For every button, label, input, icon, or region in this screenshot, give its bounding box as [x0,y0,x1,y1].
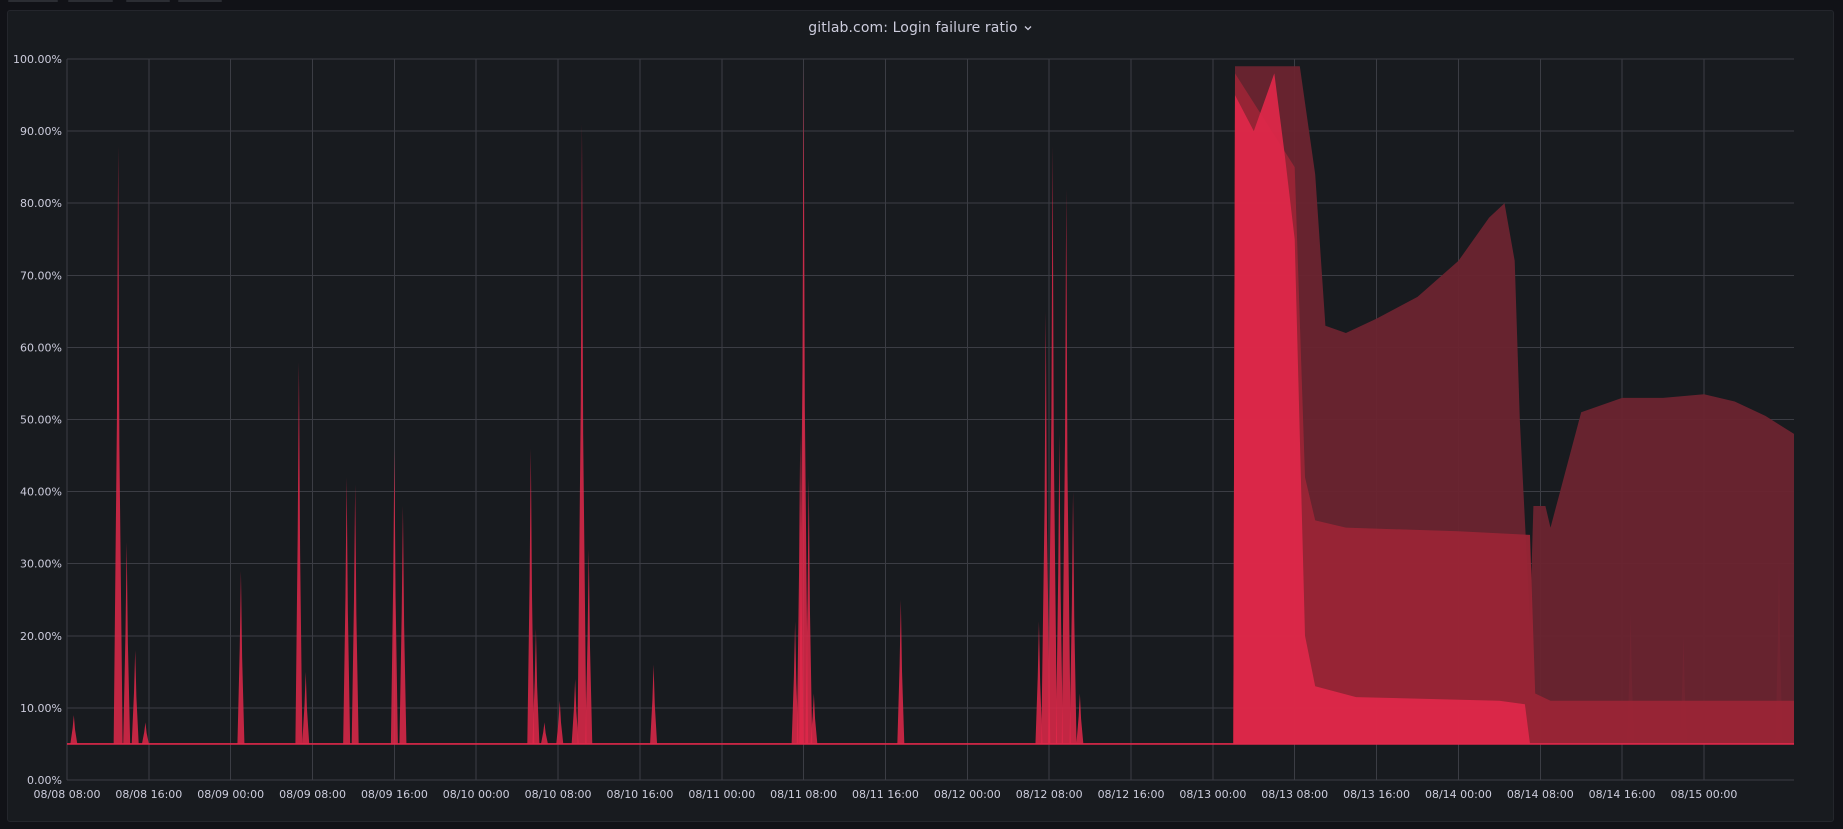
x-tick-label: 08/11 16:00 [852,788,919,801]
x-tick-label: 08/13 00:00 [1179,788,1246,801]
x-tick-label: 08/12 08:00 [1016,788,1083,801]
spike-mark [799,66,809,744]
x-tick-label: 08/09 16:00 [361,788,428,801]
y-tick-label: 50.00% [20,414,62,427]
spike-mark [571,679,579,744]
x-tick-label: 08/15 00:00 [1671,788,1738,801]
x-tick-label: 08/09 00:00 [197,788,264,801]
spike-mark [131,650,139,744]
spike-mark [1069,491,1077,744]
spike-mark [1061,188,1071,744]
x-tick-label: 08/14 16:00 [1589,788,1656,801]
spike-mark [650,664,658,744]
spike-mark [141,722,149,744]
spike-mark [113,145,123,744]
spike-mark [897,599,905,744]
panel-title: gitlab.com: Login failure ratio [808,20,1018,36]
area-series-mark [1233,73,1794,744]
x-tick-label: 08/14 00:00 [1425,788,1492,801]
x-tick-label: 08/11 08:00 [770,788,837,801]
dashboard-top-strip [0,0,1843,6]
x-tick-label: 08/08 08:00 [34,788,101,801]
chevron-down-icon [1024,26,1032,31]
area-series-mark [1233,73,1794,744]
spike-mark [343,477,351,744]
x-tick-label: 08/08 16:00 [115,788,182,801]
top-strip-chip [126,0,170,2]
x-tick-label: 08/13 16:00 [1343,788,1410,801]
y-tick-label: 30.00% [20,558,62,571]
x-tick-label: 08/09 08:00 [279,788,346,801]
panel-title-menu[interactable]: gitlab.com: Login failure ratio [808,20,1032,36]
spike-mark [302,671,310,744]
x-tick-label: 08/14 08:00 [1507,788,1574,801]
spike-mark [585,549,593,744]
x-tick-label: 08/12 00:00 [934,788,1001,801]
spike-mark [1076,693,1084,744]
spike-mark [577,123,587,744]
spike-mark [527,448,535,744]
y-axis: 0.00% 10.00% 20.00% 30.00% 40.00% 50.00% 60.00… [13,53,62,787]
spike-mark [399,506,407,744]
spike-mark [805,477,813,744]
spike-mark [390,448,398,744]
y-tick-label: 90.00% [20,125,62,138]
spike-mark [295,361,303,744]
spike-mark [540,722,548,744]
y-tick-label: 0.00% [27,774,62,787]
top-strip-chip [8,0,58,2]
x-tick-label: 08/12 16:00 [1098,788,1165,801]
spike-mark [791,621,799,744]
spike-mark [532,628,540,744]
spike-mark [1035,621,1043,744]
y-tick-label: 70.00% [20,269,62,282]
top-strip-chip [178,0,222,2]
spike-mark [1041,311,1051,744]
x-tick-label: 08/10 08:00 [525,788,592,801]
x-axis: 08/08 08:00 08/08 16:00 08/09 00:00 08/09 0… [34,788,1738,801]
y-tick-label: 100.00% [13,53,62,66]
x-tick-label: 08/13 08:00 [1261,788,1328,801]
panel-header: gitlab.com: Login failure ratio [8,11,1833,45]
spike-mark [810,693,818,744]
spike-mark [351,484,359,744]
spike-mark [1048,145,1058,744]
x-tick-label: 08/11 00:00 [688,788,755,801]
spike-mark [556,700,564,744]
y-tick-label: 20.00% [20,630,62,643]
area-series [1233,66,1794,744]
x-tick-label: 08/10 00:00 [443,788,510,801]
y-tick-label: 80.00% [20,197,62,210]
top-strip-chip [68,0,113,2]
spike-mark [1055,433,1063,744]
y-tick-label: 10.00% [20,702,62,715]
y-tick-label: 60.00% [20,341,62,354]
spike-mark [70,715,78,744]
spike-mark [123,542,131,744]
y-tick-label: 40.00% [20,486,62,499]
spike-mark [237,570,245,744]
x-tick-label: 08/10 16:00 [606,788,673,801]
